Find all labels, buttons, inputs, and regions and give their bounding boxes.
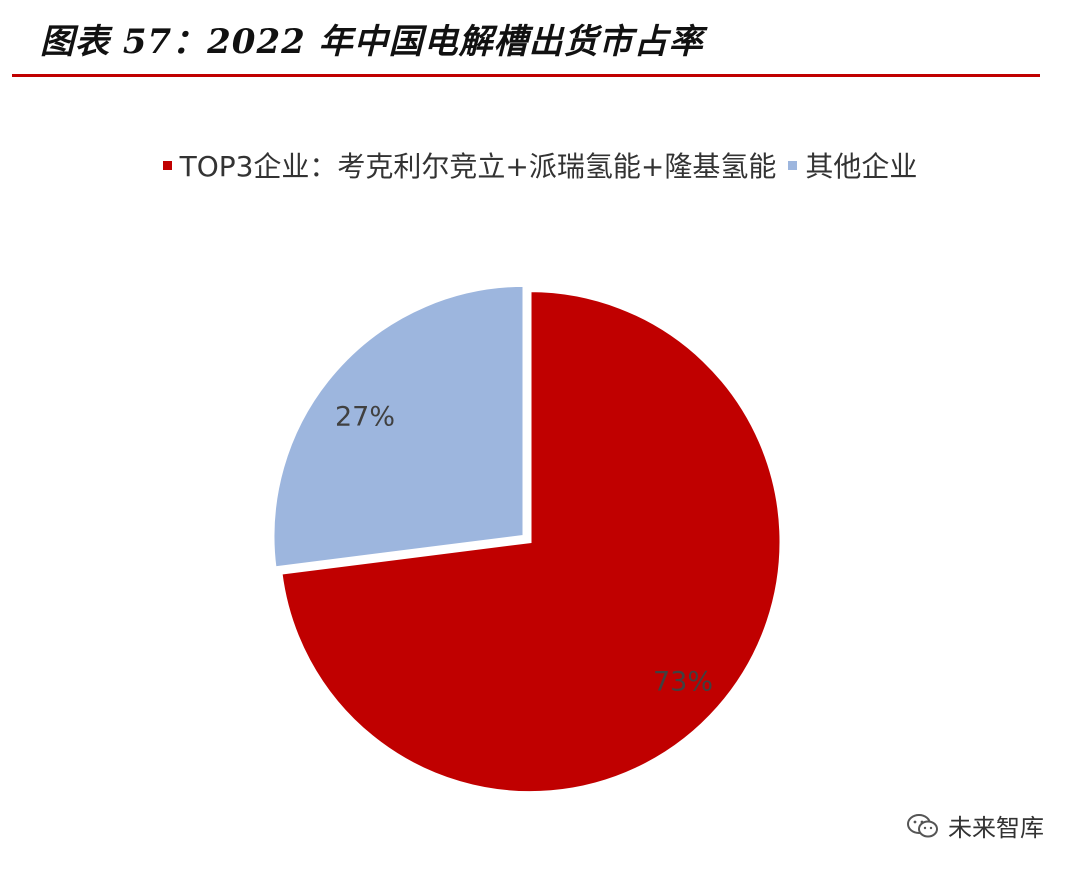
slice-label-top3: 73% xyxy=(653,667,713,698)
watermark: 未来智库 xyxy=(906,808,1044,843)
legend: TOP3企业：考克利尔竞立+派瑞氢能+隆基氢能 其他企业 xyxy=(0,145,1080,185)
pie-slice-top3 xyxy=(279,289,783,795)
watermark-text: 未来智库 xyxy=(948,814,1044,842)
pie-slice-others xyxy=(271,283,526,570)
slice-label-others: 27% xyxy=(335,402,395,433)
legend-item-others: 其他企业 xyxy=(788,145,917,185)
title-divider xyxy=(12,74,1040,77)
chart-title: 图表 57：2022 年中国电解槽出货市占率 xyxy=(40,22,704,62)
legend-swatch-top3 xyxy=(162,160,172,170)
legend-label-top3: TOP3企业：考克利尔竞立+派瑞氢能+隆基氢能 xyxy=(179,150,777,183)
legend-label-others: 其他企业 xyxy=(805,150,918,183)
legend-swatch-others xyxy=(788,160,798,170)
wechat-icon xyxy=(907,813,938,837)
legend-item-top3: TOP3企业：考克利尔竞立+派瑞氢能+隆基氢能 xyxy=(162,145,777,185)
